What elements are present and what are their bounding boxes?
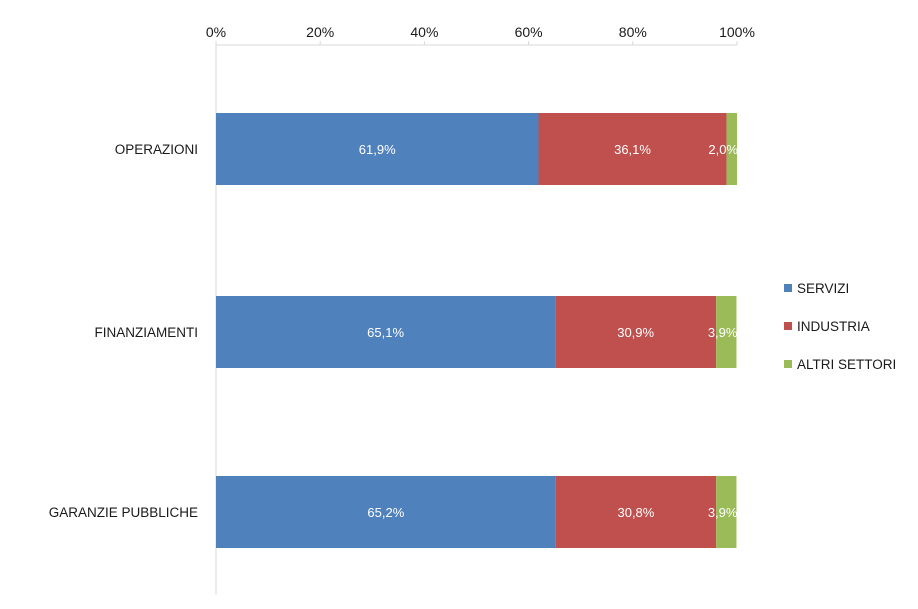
bar-segment (716, 296, 737, 368)
x-tick-label: 20% (306, 24, 334, 40)
labels-layer: OPERAZIONI FINANZIAMENTI GARANZIE PUBBLICH… (49, 142, 739, 520)
bar-segment (555, 476, 717, 548)
data-label: 30,8% (617, 505, 654, 520)
legend-swatch (784, 284, 792, 292)
data-label: 3,9% (708, 325, 738, 340)
legend-swatch (784, 360, 792, 368)
bar-segment (216, 113, 539, 185)
bar-segment (538, 113, 727, 185)
legend-label: INDUSTRIA (797, 319, 870, 334)
legend: SERVIZI INDUSTRIA ALTRI SETTORI (784, 281, 896, 372)
x-tick-label: 100% (719, 24, 755, 40)
data-label: 65,1% (367, 325, 404, 340)
legend-label: SERVIZI (797, 281, 849, 296)
data-label: 36,1% (614, 142, 651, 157)
legend-swatch (784, 322, 792, 330)
category-label: OPERAZIONI (115, 142, 198, 157)
category-label: GARANZIE PUBBLICHE (49, 505, 198, 520)
x-tick-label: 80% (619, 24, 647, 40)
data-label: 3,9% (708, 505, 738, 520)
bar-segment (716, 476, 737, 548)
x-tick-label: 40% (410, 24, 438, 40)
bar-segment (726, 113, 737, 185)
x-tick-label: 0% (206, 24, 226, 40)
data-label: 65,2% (367, 505, 404, 520)
bar-segment (216, 476, 556, 548)
bar-segment (216, 296, 556, 368)
data-label: 2,0% (708, 142, 738, 157)
bars-layer (216, 113, 737, 548)
legend-label: ALTRI SETTORI (797, 357, 896, 372)
data-label: 61,9% (359, 142, 396, 157)
bar-segment (555, 296, 717, 368)
category-label: FINANZIAMENTI (95, 325, 199, 340)
x-tick-label: 60% (515, 24, 543, 40)
data-label: 30,9% (617, 325, 654, 340)
